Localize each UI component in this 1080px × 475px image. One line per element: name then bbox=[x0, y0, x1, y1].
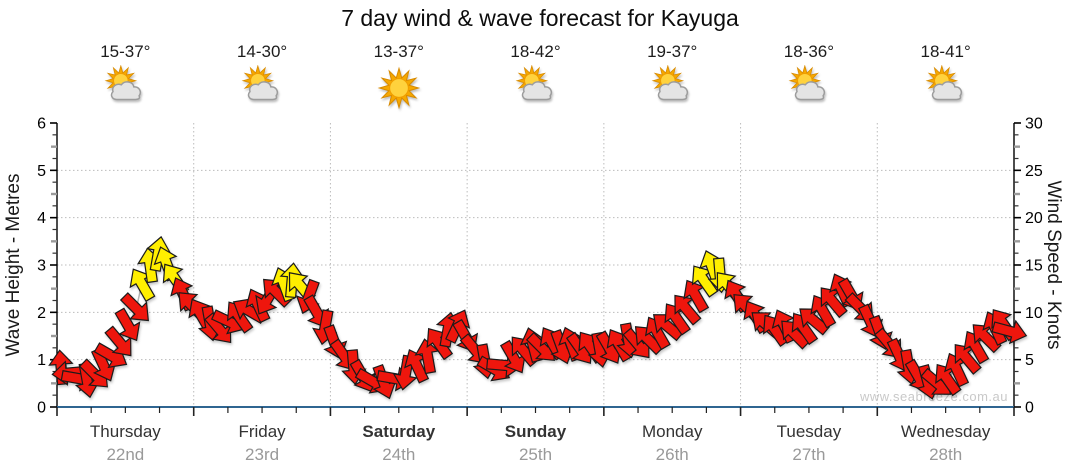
temperature-range: 13-37° bbox=[373, 42, 424, 61]
wind-arrow-series bbox=[48, 235, 1028, 400]
right-tick-label: 20 bbox=[1025, 210, 1043, 227]
left-tick-label: 2 bbox=[37, 305, 46, 322]
right-tick-label: 5 bbox=[1025, 352, 1034, 369]
right-tick-label: 25 bbox=[1025, 163, 1043, 180]
left-tick-label: 0 bbox=[37, 400, 46, 417]
day-date-label: 24th bbox=[382, 445, 415, 464]
day-column-wednesday: 18-41° bbox=[877, 42, 1014, 116]
sun-icon bbox=[377, 66, 421, 110]
temperature-range: 15-37° bbox=[100, 42, 151, 61]
sun-cloud-icon bbox=[651, 64, 689, 101]
temperature-range: 18-41° bbox=[920, 42, 971, 61]
left-tick-label: 6 bbox=[37, 116, 46, 133]
sun-cloud-icon bbox=[241, 64, 279, 101]
cloud-icon bbox=[658, 81, 689, 101]
day-name-label: Friday bbox=[238, 422, 286, 441]
wind-arrow bbox=[114, 307, 141, 342]
day-date-label: 26th bbox=[656, 445, 689, 464]
sun-cloud-icon bbox=[104, 64, 142, 101]
wind-arrow bbox=[119, 292, 149, 322]
wind-arrow bbox=[991, 319, 1028, 345]
right-tick-label: 15 bbox=[1025, 258, 1043, 275]
wind-arrow bbox=[414, 338, 440, 375]
day-column-friday: 14-30° bbox=[194, 42, 331, 116]
right-tick-label: 10 bbox=[1025, 305, 1043, 322]
day-column-monday: 19-37° bbox=[604, 42, 741, 116]
sun-cloud-icon bbox=[788, 64, 825, 101]
temperature-range: 14-30° bbox=[236, 42, 288, 61]
temperature-range: 18-36° bbox=[783, 42, 835, 61]
cloud-icon bbox=[794, 81, 825, 101]
sun-cloud-icon bbox=[515, 64, 552, 101]
day-column-sunday: 18-42° bbox=[467, 42, 604, 116]
cloud-icon bbox=[247, 81, 279, 101]
temperature-range: 19-37° bbox=[647, 42, 698, 61]
day-date-label: 22nd bbox=[106, 445, 144, 464]
chart-title: 7 day wind & wave forecast for Kayuga bbox=[341, 5, 739, 31]
left-tick-label: 1 bbox=[37, 352, 46, 369]
cloud-icon bbox=[931, 81, 962, 101]
day-name-label: Monday bbox=[642, 422, 703, 441]
cloud-icon bbox=[111, 81, 142, 101]
day-name-label: Saturday bbox=[362, 422, 435, 441]
left-tick-label: 5 bbox=[37, 163, 46, 180]
sun-icon bbox=[377, 66, 421, 110]
sun-cloud-icon bbox=[925, 64, 962, 101]
left-tick-label: 3 bbox=[37, 258, 46, 275]
day-name-label: Tuesday bbox=[777, 422, 842, 441]
day-date-label: 27th bbox=[792, 445, 825, 464]
day-name-label: Wednesday bbox=[901, 422, 991, 441]
temperature-range: 18-42° bbox=[510, 42, 561, 61]
right-tick-label: 30 bbox=[1025, 116, 1043, 133]
day-name-label: Thursday bbox=[90, 422, 161, 441]
right-tick-label: 0 bbox=[1025, 400, 1034, 417]
day-date-label: 25th bbox=[519, 445, 552, 464]
day-column-thursday: 15-37° bbox=[57, 42, 194, 116]
cloud-icon bbox=[521, 81, 552, 101]
left-tick-label: 4 bbox=[37, 210, 46, 227]
day-column-tuesday: 18-36° bbox=[740, 42, 877, 116]
day-date-label: 23rd bbox=[245, 445, 279, 464]
day-column-saturday: 13-37° bbox=[330, 42, 467, 116]
day-date-label: 28th bbox=[929, 445, 962, 464]
day-name-label: Sunday bbox=[505, 422, 567, 441]
